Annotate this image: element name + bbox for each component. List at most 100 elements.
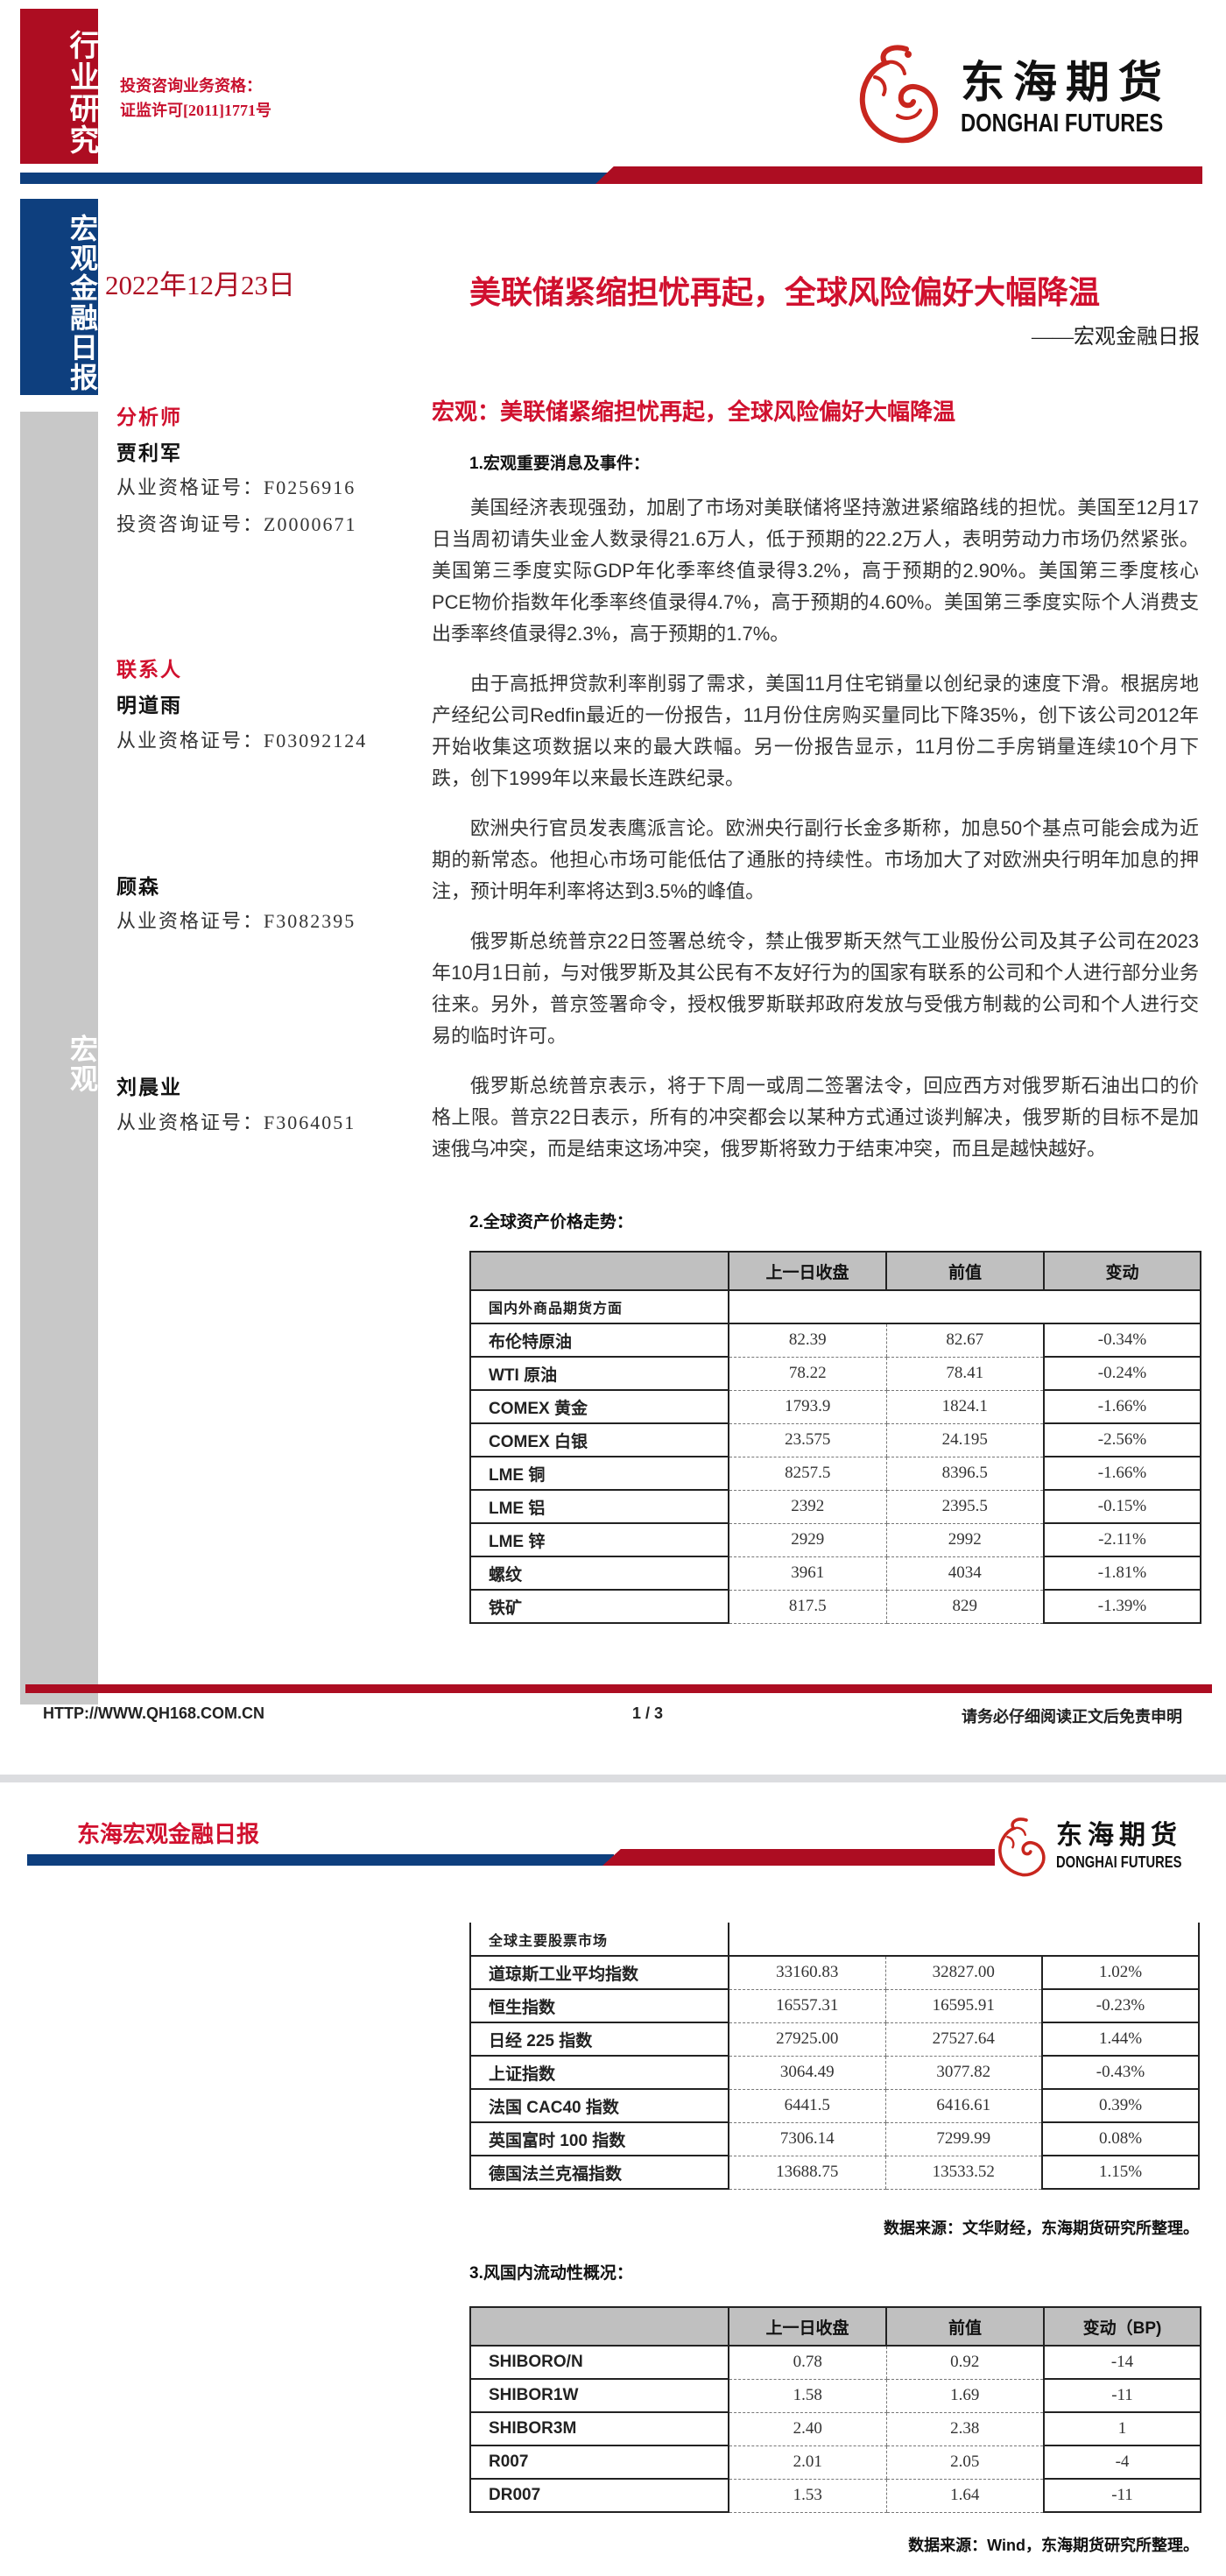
change: -11 [1043,2378,1201,2413]
instrument-name: COMEX 黄金 [469,1389,729,1424]
last-close: 2.01 [728,2445,886,2480]
last-close: 13688.75 [728,2156,885,2190]
footer-url-link[interactable]: HTTP://WWW.QH168.COM.CN [43,1704,264,1722]
previous-value: 13533.52 [884,2156,1042,2190]
change: -1.81% [1043,1556,1201,1591]
data-source-note: 数据来源：Wind，东海期货研究所整理。 [908,2537,1199,2554]
news-paragraph: 俄罗斯总统普京表示，将于下周一或周二签署法令，回应西方对俄罗斯石油出口的价格上限… [432,1075,1199,1160]
instrument-name: SHIBORO/N [469,2345,729,2380]
table-section-row: 全球主要股票市场 [469,1923,1200,1957]
instrument-name: 德国法兰克福指数 [469,2155,729,2190]
last-close: 0.78 [728,2346,886,2380]
change: -4 [1043,2445,1201,2480]
instrument-name: 法国 CAC40 指数 [469,2088,729,2123]
change: -0.43% [1041,2055,1200,2090]
dragon-logo-icon [859,45,938,144]
previous-value: 16595.91 [884,1989,1042,2023]
subsection-heading-liquidity: 3.风国内流动性概况： [469,2264,633,2283]
last-close: 23.575 [728,1423,886,1457]
section-empty-cell [729,1923,1200,1957]
change: -14 [1043,2345,1201,2380]
previous-value: 7299.99 [884,2122,1042,2156]
section-label: 国内外商品期货方面 [469,1289,729,1324]
change: 1 [1043,2411,1201,2446]
contact-label: 联系人 [116,659,182,681]
previous-value: 829 [885,1590,1044,1624]
change: 0.39% [1041,2088,1200,2123]
dragon-logo-icon [998,1817,1046,1877]
last-close: 82.39 [728,1323,886,1358]
previous-value: 8396.5 [885,1457,1044,1491]
change: 1.02% [1041,1955,1200,1990]
instrument-name: R007 [469,2445,729,2480]
liquidity-table: 上一日收盘 前值 变动（BP) SHIBORO/N 0.78 0.92 -14 SHIBOR1… [469,2306,1201,2513]
footer-stripe [25,1684,1212,1693]
section-empty-cell [729,1289,1201,1324]
logo-text-cn: 东海期货 [961,58,1171,107]
instrument-name: 日经 225 指数 [469,2022,729,2057]
last-close: 2929 [728,1523,886,1557]
contact-name: 顾森 [116,876,160,898]
previous-value: 3077.82 [884,2056,1042,2090]
change: -1.66% [1043,1456,1201,1491]
previous-value: 2.05 [885,2445,1044,2480]
qualification-line-2: 证监许可[2011]1771号 [120,102,271,119]
news-paragraph: 由于高抵押贷款利率削弱了需求，美国11月住宅销量以创纪录的速度下滑。根据房地产经… [432,673,1199,789]
change: -0.15% [1043,1489,1201,1524]
section-heading: 宏观：美联储紧缩担忧再起，全球风险偏好大幅降温 [432,399,956,425]
last-close: 6441.5 [728,2089,885,2123]
change: 1.15% [1041,2155,1200,2190]
last-close: 1.53 [728,2479,886,2513]
logo-text-en: DONGHAI FUTURES [961,109,1164,138]
table-header-row: 上一日收盘 前值 变动 [469,1251,1201,1291]
logo-text-cn: 东海期货 [1056,1821,1182,1850]
change: 1.44% [1041,2022,1200,2057]
page2-stripe-blue [27,1854,614,1866]
subsection-heading-events: 1.宏观重要消息及事件： [469,455,650,473]
change: -1.39% [1043,1589,1201,1624]
column-header [469,1251,729,1291]
last-close: 817.5 [728,1590,886,1624]
news-paragraph: 欧洲央行官员发表鹰派言论。欧洲央行副行长金多斯称，加息50个基点可能会成为近期的… [432,817,1199,902]
previous-value: 82.67 [885,1323,1044,1358]
change: -0.34% [1043,1323,1201,1358]
previous-value: 4034 [885,1556,1044,1591]
instrument-name: 上证指数 [469,2055,729,2090]
last-close: 2.40 [728,2412,886,2446]
column-header: 变动（BP) [1043,2306,1201,2347]
change: -0.24% [1043,1356,1201,1391]
data-source-note: 数据来源：文华财经，东海期货研究所整理。 [884,2220,1199,2237]
report-subtitle: ——宏观金融日报 [1032,326,1200,349]
instrument-name: LME 铜 [469,1456,729,1491]
table-row: 上证指数 3064.49 3077.82 -0.43% [469,2055,1200,2090]
last-close: 33160.83 [728,1956,885,1990]
section-label: 全球主要股票市场 [469,1923,729,1957]
analyst-cert: 从业资格证号：F0256916 [116,476,356,498]
change: -0.23% [1041,1988,1200,2023]
last-close: 2392 [728,1490,886,1524]
column-header: 上一日收盘 [728,1251,887,1291]
news-paragraph: 美国经济表现强劲，加剧了市场对美联储将坚持激进紧缩路线的担忧。美国至12月17日… [432,497,1199,645]
previous-value: 24.195 [885,1423,1044,1457]
instrument-name: WTI 原油 [469,1356,729,1391]
footer-disclaimer: 请务必仔细阅读正文后免责申明 [962,1708,1182,1726]
previous-value: 2395.5 [885,1490,1044,1524]
table-section-row: 国内外商品期货方面 [469,1289,1201,1324]
qualification-line-1: 投资咨询业务资格： [120,77,262,95]
table-row: 法国 CAC40 指数 6441.5 6416.61 0.39% [469,2088,1200,2123]
page2-header-title: 东海宏观金融日报 [77,1821,260,1847]
table-row: R007 2.01 2.05 -4 [469,2445,1201,2480]
previous-value: 32827.00 [884,1956,1042,1990]
category-tag-industry-research: 行业研究 [20,9,98,164]
instrument-name: DR007 [469,2478,729,2513]
contact-cert: 从业资格证号：F3064051 [116,1112,356,1133]
news-body: 美国经济表现强劲，加剧了市场对美联储将坚持激进紧缩路线的担忧。美国至12月17日… [432,492,1199,1183]
last-close: 3961 [728,1556,886,1591]
previous-value: 2992 [885,1523,1044,1557]
change: -1.66% [1043,1389,1201,1424]
change: -2.11% [1043,1522,1201,1557]
previous-value: 2.38 [885,2412,1044,2446]
table-row: 道琼斯工业平均指数 33160.83 32827.00 1.02% [469,1955,1200,1990]
instrument-name: 英国富时 100 指数 [469,2121,729,2156]
column-header: 变动 [1043,1251,1201,1291]
